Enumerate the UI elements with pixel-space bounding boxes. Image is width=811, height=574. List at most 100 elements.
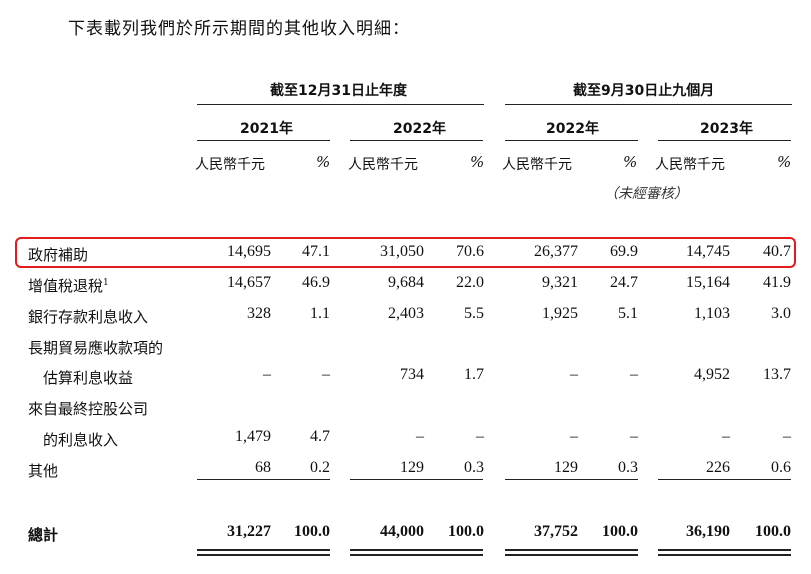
row-label-text: 的利息收入 [28,431,119,449]
table-cell: 2,403 [388,305,424,322]
total-cell: 100.0 [602,523,638,540]
total-cell: 44,000 [380,523,424,540]
table-cell: – [322,366,330,383]
table-cell: 40.7 [763,243,791,260]
unit-header-4: 人民幣千元 [655,157,725,173]
subtotal-line-4 [658,479,791,480]
table-cell: 734 [400,366,424,383]
table-cell: 69.9 [610,243,638,260]
table-cell: 68 [255,459,271,476]
period-header-nine-months: 截至9月30日止九個月 [573,83,715,99]
table-cell: 1,479 [235,428,271,445]
year-underline-2023 [658,140,791,141]
subtotal-line-1 [197,479,330,480]
table-cell: 1.7 [464,366,484,383]
year-header-2023: 2023年 [700,121,753,137]
table-cell: – [630,366,638,383]
highlight-box-government-grants [15,237,796,268]
row-label-text: 增值稅退稅 [28,277,104,295]
row-label: 估算利息收益 [28,367,133,388]
unaudited-note: （未經審核） [604,186,688,202]
period-underline-nine-months [505,104,792,105]
total-cell: 100.0 [448,523,484,540]
year-header-2022-annual: 2022年 [393,121,446,137]
table-cell: 14,657 [227,274,271,291]
table-cell: 0.6 [771,459,791,476]
table-cell: 14,745 [686,243,730,260]
total-double-line-1b [197,554,330,556]
table-cell: 26,377 [534,243,578,260]
table-cell: 1,103 [694,305,730,322]
table-cell: 0.2 [310,459,330,476]
row-label-text: 其他 [28,462,59,480]
table-cell: 14,695 [227,243,271,260]
table-cell: 4.7 [310,428,330,445]
table-cell: 1.1 [310,305,330,322]
year-underline-2021 [197,140,330,141]
year-header-2021: 2021年 [240,121,293,137]
table-cell: 31,050 [380,243,424,260]
pct-header-4: % [777,153,792,171]
total-double-line-1a [197,549,330,551]
table-cell: 226 [706,459,730,476]
year-underline-2022-nine [505,140,638,141]
pct-header-1: % [316,153,331,171]
table-cell: 46.9 [302,274,330,291]
table-cell: 328 [247,305,271,322]
total-double-line-3a [505,549,638,551]
row-label: 長期貿易應收款項的 [28,337,163,358]
table-cell: – [263,366,271,383]
total-double-line-3b [505,554,638,556]
total-double-line-4b [658,554,791,556]
table-cell: 9,684 [388,274,424,291]
total-cell: 100.0 [294,523,330,540]
table-cell: 70.6 [456,243,484,260]
subtotal-line-3 [505,479,638,480]
table-cell: – [476,428,484,445]
table-cell: 3.0 [771,305,791,322]
subtotal-line-2 [350,479,483,480]
total-cell: 100.0 [755,523,791,540]
total-cell: 36,190 [686,523,730,540]
row-label: 其他 [28,460,58,481]
table-cell: – [783,428,791,445]
total-cell: 37,752 [534,523,578,540]
table-cell: – [416,428,424,445]
period-header-annual: 截至12月31日止年度 [270,83,407,99]
total-double-line-2a [350,549,483,551]
pct-header-3: % [623,153,638,171]
row-label: 增值稅退稅1 [28,275,109,296]
unit-header-3: 人民幣千元 [502,157,572,173]
unit-header-2: 人民幣千元 [348,157,418,173]
table-cell: 13.7 [763,366,791,383]
table-cell: 9,321 [542,274,578,291]
row-label-text: 估算利息收益 [28,369,134,387]
table-cell: – [570,428,578,445]
table-cell: 1,925 [542,305,578,322]
intro-text: 下表載列我們於所示期間的其他收入明細： [68,19,410,39]
period-underline-annual [197,104,484,105]
row-label-text: 銀行存款利息收入 [28,308,149,326]
row-label-text: 政府補助 [28,246,89,264]
row-label-text: 來自最終控股公司 [28,400,149,418]
table-cell: – [722,428,730,445]
table-cell: 15,164 [686,274,730,291]
table-cell: 5.5 [464,305,484,322]
table-cell: 129 [554,459,578,476]
table-cell: 0.3 [618,459,638,476]
unit-header-1: 人民幣千元 [195,157,265,173]
table-cell: 22.0 [456,274,484,291]
table-cell: 47.1 [302,243,330,260]
table-cell: – [630,428,638,445]
table-cell: – [570,366,578,383]
total-double-line-2b [350,554,483,556]
table-cell: 129 [400,459,424,476]
table-cell: 41.9 [763,274,791,291]
pct-header-2: % [470,153,485,171]
total-cell: 31,227 [227,523,271,540]
year-underline-2022-annual [350,140,483,141]
row-label: 銀行存款利息收入 [28,306,148,327]
table-cell: 4,952 [694,366,730,383]
table-cell: 0.3 [464,459,484,476]
row-label: 的利息收入 [28,429,118,450]
